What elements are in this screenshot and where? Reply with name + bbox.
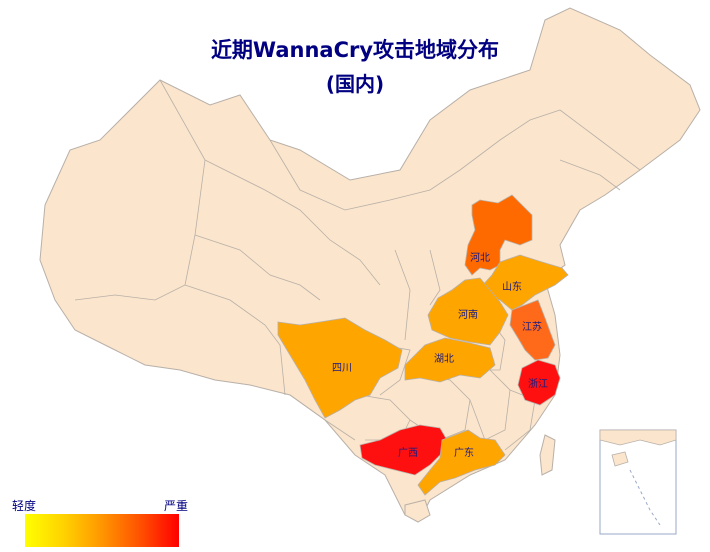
boundary-qinghai — [194, 234, 321, 301]
label-guangdong: 广东 — [454, 446, 474, 459]
boundary-northeast — [559, 109, 641, 171]
boundary-shanxi — [429, 249, 441, 306]
label-henan: 河南 — [458, 308, 478, 321]
inset-island — [611, 451, 629, 467]
boundary-northeast-2 — [559, 159, 621, 191]
hainan-island — [404, 499, 431, 523]
label-zhejiang: 浙江 — [528, 378, 548, 390]
province-labels: 河北 山东 河南 江苏 湖北 浙江 四川 广西 广东 — [332, 252, 548, 459]
boundary-inner-mongolia — [269, 109, 561, 211]
legend-gradient-bar — [25, 514, 179, 547]
label-hebei: 河北 — [470, 252, 490, 264]
affected-provinces — [277, 194, 569, 496]
inset-mainland-coast — [599, 429, 677, 446]
label-guangxi: 广西 — [398, 447, 418, 459]
taiwan-island — [539, 434, 556, 476]
label-sichuan: 四川 — [332, 363, 352, 374]
province-henan[interactable] — [427, 277, 509, 346]
south-china-sea-inset — [599, 429, 677, 535]
inset-frame — [599, 429, 677, 535]
boundary-jiangxi — [469, 369, 511, 441]
map-subtitle: (国内) — [325, 72, 385, 96]
label-jiangsu: 江苏 — [522, 320, 542, 333]
province-guangdong[interactable] — [417, 429, 506, 496]
boundary-shaanxi — [394, 249, 411, 341]
province-hubei[interactable] — [404, 337, 496, 383]
boundary-tibet — [184, 284, 286, 396]
province-jiangsu[interactable] — [509, 299, 556, 361]
province-zhejiang[interactable] — [517, 359, 561, 406]
legend-high-label: 严重 — [164, 499, 189, 513]
legend-low-label: 轻度 — [12, 499, 37, 513]
label-shandong: 山东 — [502, 280, 522, 293]
boundary-yunnan — [289, 394, 356, 441]
boundary-gansu — [204, 159, 381, 286]
label-hubei: 湖北 — [434, 353, 454, 365]
province-sichuan[interactable] — [277, 317, 403, 419]
map-title: 近期WannaCry攻击地域分布 — [210, 38, 500, 62]
province-hebei[interactable] — [464, 194, 533, 276]
